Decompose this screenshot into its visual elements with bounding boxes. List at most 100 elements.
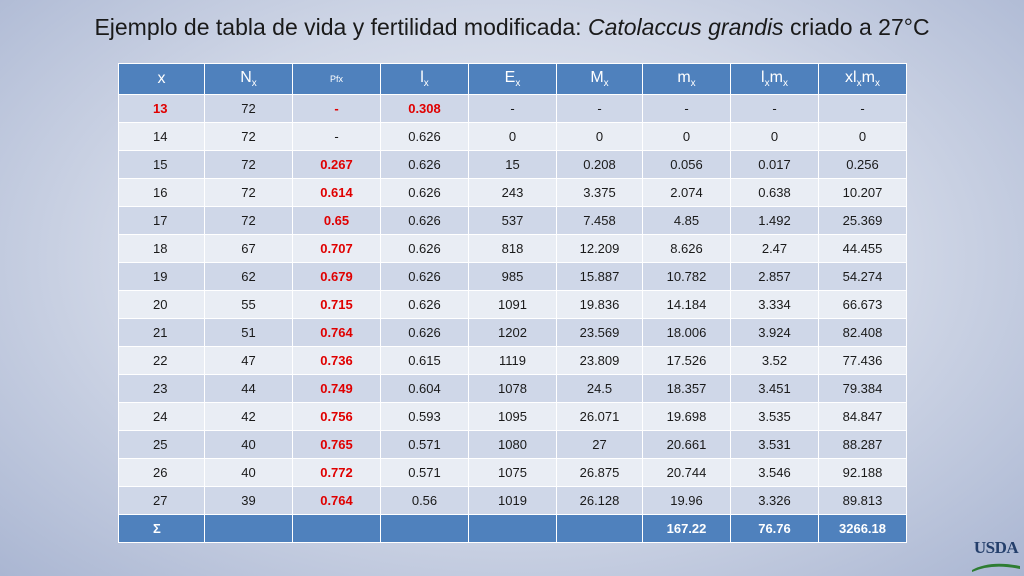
header-label: l bbox=[761, 69, 765, 86]
table-row: 23 44 0.749 0.604 1078 24.5 18.357 3.451 79.384 bbox=[118, 374, 907, 403]
table-cell: 0 bbox=[730, 122, 819, 151]
header-label: m bbox=[677, 69, 691, 86]
table-cell: 20 bbox=[118, 290, 205, 319]
header-label: x bbox=[157, 70, 166, 87]
table-cell: 24.5 bbox=[556, 374, 643, 403]
table-cell: 44 bbox=[204, 374, 293, 403]
table-cell: 24 bbox=[118, 402, 205, 431]
column-header: Nx bbox=[204, 63, 293, 95]
table-cell: 985 bbox=[468, 262, 557, 291]
table-row: 25 40 0.765 0.571 1080 27 20.661 3.531 88.287 bbox=[118, 430, 907, 459]
table-cell: 51 bbox=[204, 318, 293, 347]
table-cell: 39 bbox=[204, 486, 293, 515]
table-cell: 1019 bbox=[468, 486, 557, 515]
header-label: Pfx bbox=[329, 74, 343, 84]
table-cell: 72 bbox=[204, 150, 293, 179]
table-cell: 2.857 bbox=[730, 262, 819, 291]
table-cell: 4.85 bbox=[642, 206, 731, 235]
table-cell: 3.375 bbox=[556, 178, 643, 207]
table-cell: 0.749 bbox=[292, 374, 381, 403]
total-cell: 76.76 bbox=[730, 514, 819, 543]
table-row: 27 39 0.764 0.56 1019 26.128 19.96 3.326 89.813 bbox=[118, 486, 907, 515]
header-subscript: x bbox=[515, 78, 521, 89]
table-cell: 3.535 bbox=[730, 402, 819, 431]
table-cell: 1078 bbox=[468, 374, 557, 403]
header-subscript: x bbox=[782, 78, 788, 89]
table-cell: 1091 bbox=[468, 290, 557, 319]
table-cell: 0.715 bbox=[292, 290, 381, 319]
table-row: 13 72-0.308- - - - - bbox=[118, 94, 907, 123]
table-cell: 13 bbox=[118, 94, 205, 123]
table-cell: 14.184 bbox=[642, 290, 731, 319]
total-cell: 3266.18 bbox=[818, 514, 907, 543]
title-species: Catolaccus grandis bbox=[587, 14, 784, 40]
table-cell: 26.071 bbox=[556, 402, 643, 431]
usda-logo-text: USDA bbox=[973, 538, 1019, 557]
header-subscript: x bbox=[423, 78, 429, 89]
table-cell: 3.451 bbox=[730, 374, 819, 403]
table-cell: 20.661 bbox=[642, 430, 731, 459]
title-prefix: Ejemplo de tabla de vida y fertilidad mo… bbox=[94, 14, 588, 40]
table-cell: 0 bbox=[468, 122, 557, 151]
table-row: 14 72-0.626 0 0 0 0 0 bbox=[118, 122, 907, 151]
table-row: 15 72 0.267 0.626 15 0.208 0.056 0.017 0.256 bbox=[118, 150, 907, 179]
table-cell: 23.809 bbox=[556, 346, 643, 375]
table-cell: 82.408 bbox=[818, 318, 907, 347]
table-cell: 3.546 bbox=[730, 458, 819, 487]
table-cell: 67 bbox=[204, 234, 293, 263]
table-cell: 8.626 bbox=[642, 234, 731, 263]
total-cell bbox=[380, 514, 469, 543]
slide-title: Ejemplo de tabla de vida y fertilidad mo… bbox=[0, 14, 1024, 41]
table-cell: 14 bbox=[118, 122, 205, 151]
table-cell: 0.56 bbox=[380, 486, 469, 515]
total-cell bbox=[468, 514, 557, 543]
table-cell: 22 bbox=[118, 346, 205, 375]
table-cell: 0 bbox=[642, 122, 731, 151]
table-cell: - bbox=[642, 94, 731, 123]
header-label: xl bbox=[845, 69, 857, 86]
column-header: Ex bbox=[468, 63, 557, 95]
table-cell: 0.756 bbox=[292, 402, 381, 431]
table-cell: 79.384 bbox=[818, 374, 907, 403]
table-cell: 1075 bbox=[468, 458, 557, 487]
table-cell: 72 bbox=[204, 94, 293, 123]
table-cell: - bbox=[292, 94, 381, 123]
table-cell: 0.614 bbox=[292, 178, 381, 207]
column-header: xlxmx bbox=[818, 63, 907, 95]
totals-row: Σ 167.22 76.76 3266.18 bbox=[118, 514, 907, 543]
table-row: 21 51 0.764 0.626 1202 23.569 18.006 3.924 82.40… bbox=[118, 318, 907, 347]
header-label: E bbox=[504, 69, 516, 86]
table-cell: 62 bbox=[204, 262, 293, 291]
table-cell: 3.52 bbox=[730, 346, 819, 375]
table-cell: 0.679 bbox=[292, 262, 381, 291]
table-cell: 0.626 bbox=[380, 206, 469, 235]
table-cell: 0.256 bbox=[818, 150, 907, 179]
column-header: Pfx bbox=[292, 63, 381, 95]
table-cell: 26.128 bbox=[556, 486, 643, 515]
table-cell: 0.626 bbox=[380, 178, 469, 207]
total-cell bbox=[204, 514, 293, 543]
header-label: m bbox=[861, 69, 875, 86]
table-cell: - bbox=[818, 94, 907, 123]
header-subscript: x bbox=[603, 78, 609, 89]
table-cell: 66.673 bbox=[818, 290, 907, 319]
table-row: 19 62 0.679 0.626 985 15.887 10.782 2.857 54.274 bbox=[118, 262, 907, 291]
column-header: Mx bbox=[556, 63, 643, 95]
table-row: 20 55 0.715 0.626 1091 19.836 14.184 3.334 66.67… bbox=[118, 290, 907, 319]
life-table: x Nx Pfx lx Ex Mx mx lxmx xlxmx 13 72-0.308- - - - -1… bbox=[118, 63, 907, 543]
header-label: l bbox=[420, 69, 424, 86]
table-cell: 18.357 bbox=[642, 374, 731, 403]
table-cell: 26 bbox=[118, 458, 205, 487]
table-cell: 1095 bbox=[468, 402, 557, 431]
table-row: 24 42 0.756 0.593 1095 26.071 19.698 3.535 84.84… bbox=[118, 402, 907, 431]
table-cell: - bbox=[292, 122, 381, 151]
table-cell: 72 bbox=[204, 122, 293, 151]
table-row: 22 47 0.736 0.615 1119 23.809 17.526 3.52 77.436 bbox=[118, 346, 907, 375]
header-subscript: x bbox=[764, 78, 770, 89]
header-label: M bbox=[590, 69, 604, 86]
table-cell: 0.626 bbox=[380, 262, 469, 291]
total-cell bbox=[292, 514, 381, 543]
table-cell: 84.847 bbox=[818, 402, 907, 431]
table-cell: 0.65 bbox=[292, 206, 381, 235]
table-cell: 21 bbox=[118, 318, 205, 347]
